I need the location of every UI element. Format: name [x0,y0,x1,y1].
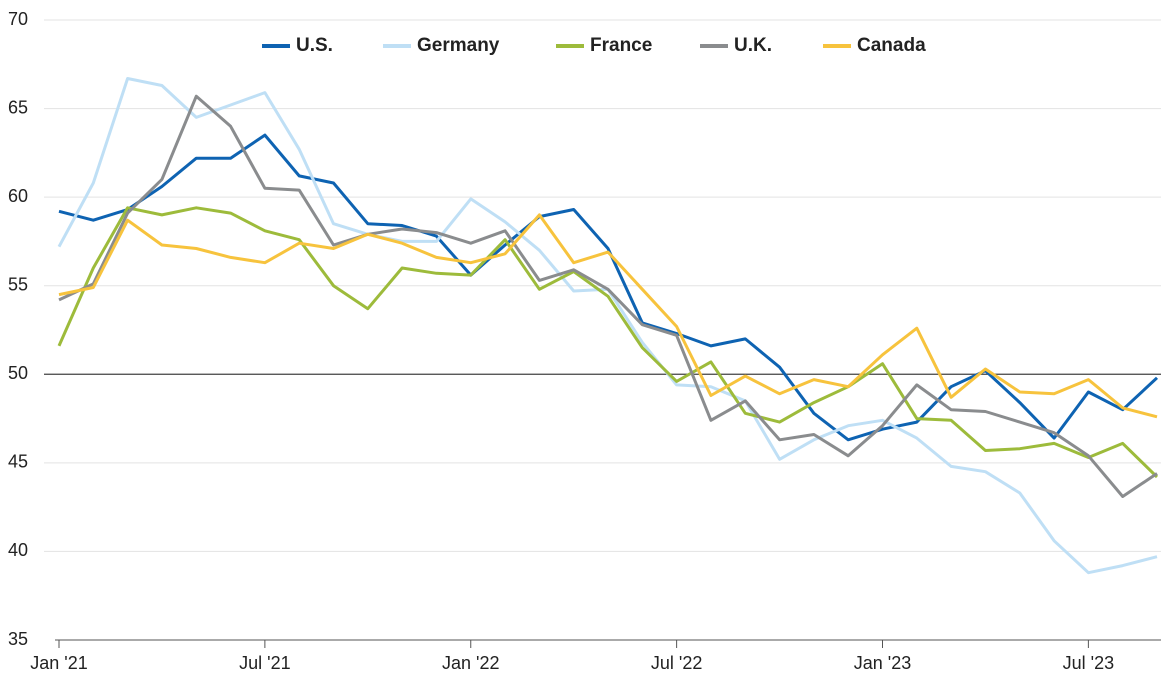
legend-label: Canada [857,35,926,56]
series-line [57,206,1159,479]
y-tick-label: 70 [8,9,28,29]
legend-label: U.K. [734,35,772,56]
y-tick-label: 60 [8,186,28,206]
y-tick-label: 65 [8,97,28,117]
y-tick-label: 40 [8,540,28,560]
x-tick-label: Jan '21 [30,653,87,673]
x-tick-label: Jul '21 [239,653,290,673]
series-line [58,94,1158,498]
x-tick-label: Jan '22 [442,653,499,673]
x-tick-label: Jul '22 [651,653,702,673]
y-tick-label: 35 [8,629,28,649]
y-tick-label: 55 [8,274,28,294]
legend-label: U.S. [296,35,333,56]
y-tick-label: 50 [8,363,28,383]
x-tick-label: Jul '23 [1063,653,1114,673]
series-line [58,213,1158,419]
y-tick-label: 45 [8,452,28,472]
legend-label: Germany [417,35,500,56]
series-line [57,77,1158,575]
series-line [58,133,1159,442]
x-tick-label: Jan '23 [854,653,911,673]
legend-label: France [590,35,652,56]
